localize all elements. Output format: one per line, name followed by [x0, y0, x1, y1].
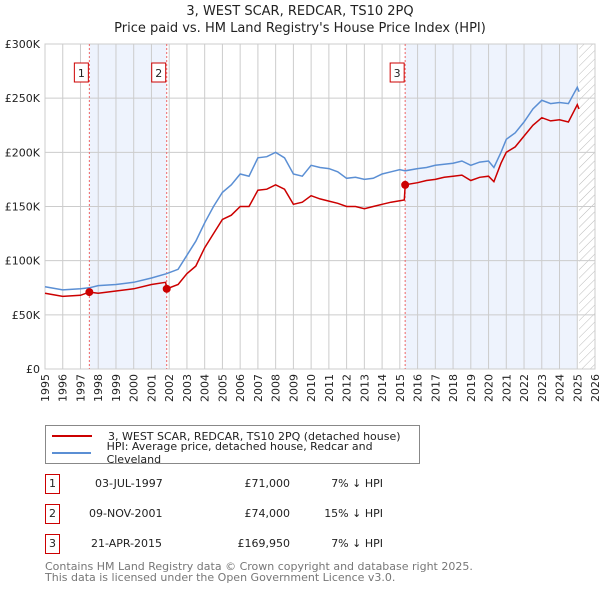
x-tick-label: 2019	[465, 374, 478, 402]
x-tick-label: 2000	[128, 374, 141, 402]
sale-marker-badge: 3	[45, 534, 60, 554]
red-line-swatch	[52, 435, 92, 437]
price-paid-line	[44, 102, 580, 298]
sale-date: 03-JUL-1997	[95, 477, 163, 490]
legend-label: HPI: Average price, detached house, Redc…	[106, 440, 373, 466]
licence-text: This data is licensed under the Open Gov…	[45, 571, 396, 584]
x-tick-label: 2009	[287, 374, 300, 402]
x-tick-label: 2018	[447, 374, 460, 402]
sale-label-box	[73, 62, 89, 83]
sale-hpi-diff: 7% ↓ HPI	[331, 477, 383, 490]
x-tick-label: 1997	[74, 374, 87, 402]
x-tick-label: 1995	[39, 374, 52, 402]
y-tick-label: £300K	[5, 38, 41, 51]
x-tick-label: 2006	[234, 374, 247, 402]
sale-point	[162, 284, 171, 293]
y-tick-label: £250K	[5, 92, 41, 105]
x-tick-label: 2010	[305, 374, 318, 402]
x-tick-label: 2024	[554, 374, 567, 402]
sale-point	[85, 288, 94, 297]
sale-hpi-diff: 15% ↓ HPI	[324, 507, 383, 520]
x-tick-label: 2015	[394, 374, 407, 402]
x-tick-label: 2007	[252, 374, 265, 402]
x-tick-label: 1996	[57, 374, 70, 402]
x-tick-label: 2025	[571, 374, 584, 402]
x-tick-label: 2003	[181, 374, 194, 402]
plot-border	[44, 43, 596, 370]
x-tick-label: 2001	[145, 374, 158, 402]
price-chart: 1995 1996 1997 1998 1999 2000 2001 2002 2003 2004…	[5, 38, 600, 402]
sale-label: 1	[78, 67, 85, 80]
sale-label: 3	[394, 67, 401, 80]
sale-row: 3 21-APR-2015 £169,950 7% ↓ HPI	[45, 534, 465, 554]
sale-price: £71,000	[244, 477, 291, 490]
x-tick-label: 2004	[199, 374, 212, 402]
sale-label-box	[389, 62, 405, 83]
x-tick-label: 2002	[163, 374, 176, 402]
legend-item-property: 3, WEST SCAR, REDCAR, TS10 2PQ (detached…	[46, 428, 401, 444]
x-tick-label: 2011	[323, 374, 336, 402]
footer: Contains HM Land Registry data © Crown c…	[45, 561, 473, 583]
sale-row: 2 09-NOV-2001 £74,000 15% ↓ HPI	[45, 504, 465, 524]
legend: 3, WEST SCAR, REDCAR, TS10 2PQ (detached…	[45, 425, 420, 466]
x-tick-label: 2023	[536, 374, 549, 402]
x-tick-label: 2017	[429, 374, 442, 402]
blue-line-swatch	[52, 452, 91, 454]
x-tick-label: 2022	[518, 374, 531, 402]
x-tick-label: 1999	[110, 374, 123, 402]
x-tick-label: 2026	[589, 374, 600, 402]
sale-marker-badge: 1	[45, 474, 60, 494]
y-tick-label: £50K	[12, 309, 41, 322]
y-tick-label: £150K	[5, 201, 41, 214]
y-tick-label: £200K	[5, 146, 41, 159]
x-tick-label: 2021	[500, 374, 513, 402]
hpi-line	[44, 85, 580, 291]
sale-date: 09-NOV-2001	[89, 507, 163, 520]
x-tick-label: 2014	[376, 374, 389, 402]
chart-title: 3, WEST SCAR, REDCAR, TS10 2PQ	[186, 4, 414, 19]
sale-point	[401, 180, 410, 189]
sale-label-box	[151, 62, 167, 83]
sale-row: 1 03-JUL-1997 £71,000 7% ↓ HPI	[45, 474, 465, 494]
legend-label: 3, WEST SCAR, REDCAR, TS10 2PQ (detached…	[108, 429, 401, 443]
legend-item-hpi: HPI: Average price, detached house, Redc…	[46, 440, 419, 466]
x-tick-label: 2016	[412, 374, 425, 402]
copyright-text: Contains HM Land Registry data © Crown c…	[45, 560, 473, 573]
x-tick-label: 2013	[358, 374, 371, 402]
sale-label: 2	[155, 67, 162, 80]
chart-subtitle: Price paid vs. HM Land Registry's House …	[114, 21, 486, 36]
x-tick-label: 2020	[483, 374, 496, 402]
x-tick-label: 2005	[216, 374, 229, 402]
sale-marker-badge: 2	[45, 504, 60, 524]
sale-hpi-diff: 7% ↓ HPI	[331, 537, 383, 550]
sale-price: £169,950	[237, 537, 291, 550]
x-tick-label: 2008	[270, 374, 283, 402]
y-tick-label: £0	[26, 363, 40, 376]
x-tick-label: 1998	[92, 374, 105, 402]
sale-date: 21-APR-2015	[91, 537, 163, 550]
x-tick-label: 2012	[341, 374, 354, 402]
sale-price: £74,000	[244, 507, 291, 520]
y-tick-label: £100K	[5, 255, 41, 268]
